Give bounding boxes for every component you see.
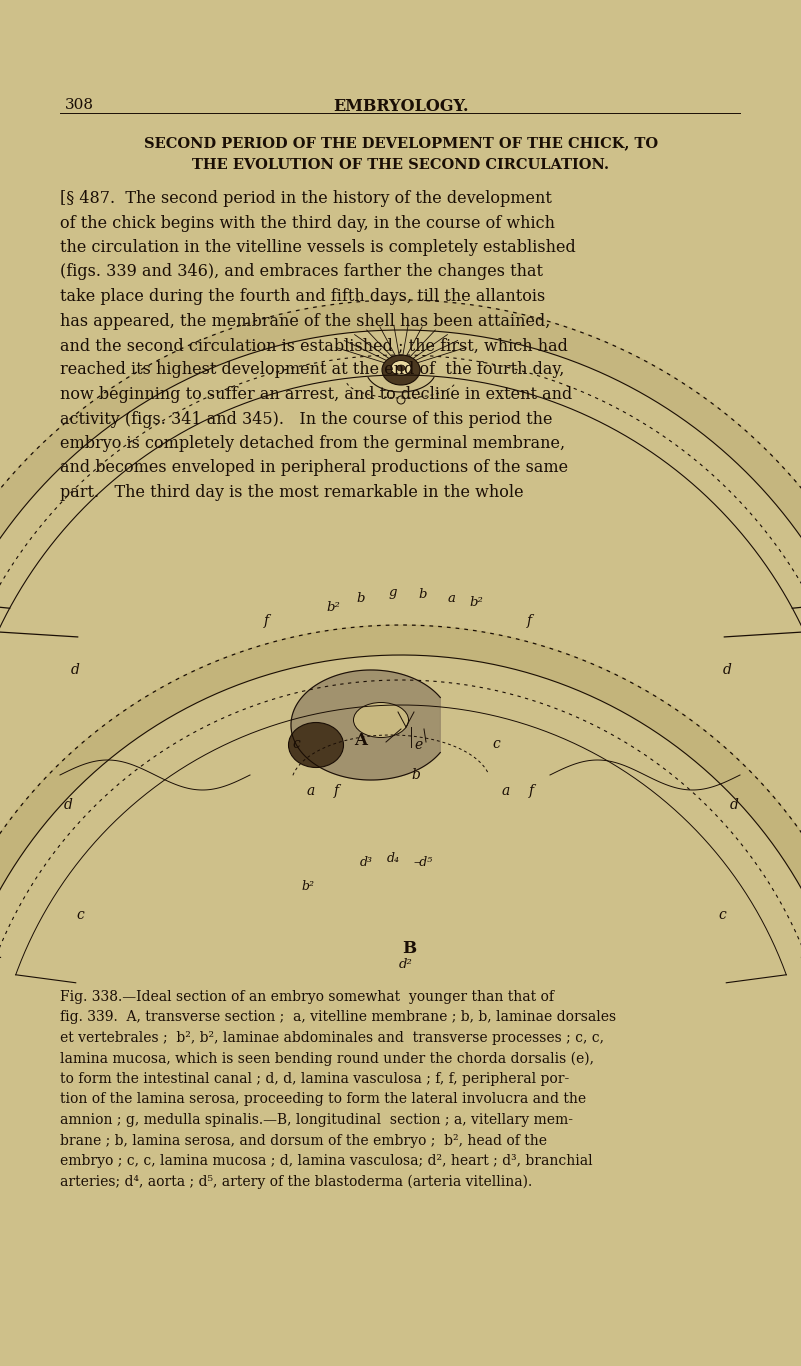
Text: tion of the lamina serosa, proceeding to form the lateral involucra and the: tion of the lamina serosa, proceeding to… <box>60 1093 586 1106</box>
Text: embryo is completely detached from the germinal membrane,: embryo is completely detached from the g… <box>60 434 566 452</box>
Text: f: f <box>333 784 339 798</box>
Text: the circulation in the vitelline vessels is completely established: the circulation in the vitelline vessels… <box>60 239 576 255</box>
Text: EMBRYOLOGY.: EMBRYOLOGY. <box>333 98 469 115</box>
Text: d: d <box>63 798 72 811</box>
Text: a: a <box>502 784 510 798</box>
Text: e: e <box>415 738 423 753</box>
Ellipse shape <box>353 702 409 738</box>
Ellipse shape <box>391 361 411 376</box>
Text: d₄: d₄ <box>387 852 400 865</box>
Text: lamina mucosa, which is seen bending round under the chorda dorsalis (e),: lamina mucosa, which is seen bending rou… <box>60 1052 594 1065</box>
Text: d²: d² <box>399 958 413 971</box>
Text: brane ; b, lamina serosa, and dorsum of the embryo ;  b², head of the: brane ; b, lamina serosa, and dorsum of … <box>60 1134 547 1147</box>
Polygon shape <box>291 669 441 780</box>
Text: g: g <box>388 586 397 600</box>
Text: b: b <box>356 591 365 605</box>
Text: a: a <box>307 784 315 798</box>
Ellipse shape <box>288 723 344 768</box>
Text: fig. 339.  A, transverse section ;  a, vitelline membrane ; b, b, laminae dorsal: fig. 339. A, transverse section ; a, vit… <box>60 1011 616 1024</box>
Text: amnion ; g, medulla spinalis.—B, longitudinal  section ; a, vitellary mem-: amnion ; g, medulla spinalis.—B, longitu… <box>60 1113 573 1127</box>
Text: embryo ; c, c, lamina mucosa ; d, lamina vasculosa; d², heart ; d³, branchial: embryo ; c, c, lamina mucosa ; d, lamina… <box>60 1154 593 1168</box>
Text: A: A <box>355 732 368 749</box>
Text: Fig. 338.—Ideal section of an embryo somewhat  younger than that of: Fig. 338.—Ideal section of an embryo som… <box>60 990 554 1004</box>
Text: b: b <box>419 587 427 601</box>
Text: d: d <box>730 798 739 811</box>
Text: b: b <box>412 768 421 781</box>
Text: and the second circulation is established ; the first, which had: and the second circulation is establishe… <box>60 337 568 354</box>
Text: b²: b² <box>326 601 340 613</box>
Text: 308: 308 <box>65 98 94 112</box>
Text: activity (figs. 341 and 345).   In the course of this period the: activity (figs. 341 and 345). In the cou… <box>60 411 553 428</box>
Text: (figs. 339 and 346), and embraces farther the changes that: (figs. 339 and 346), and embraces farthe… <box>60 264 543 280</box>
Text: has appeared, the membrane of the shell has been attained,: has appeared, the membrane of the shell … <box>60 313 550 329</box>
Text: THE EVOLUTION OF THE SECOND CIRCULATION.: THE EVOLUTION OF THE SECOND CIRCULATION. <box>192 158 610 172</box>
Text: c: c <box>718 908 726 922</box>
Text: b²: b² <box>301 880 315 893</box>
Text: reached its highest development at the end of  the fourth day,: reached its highest development at the e… <box>60 362 565 378</box>
Text: take place during the fourth and fifth days, till the allantois: take place during the fourth and fifth d… <box>60 288 545 305</box>
Text: f: f <box>264 613 268 628</box>
Text: –d⁵: –d⁵ <box>413 856 433 869</box>
Text: arteries; d⁴, aorta ; d⁵, artery of the blastoderma (arteria vitellina).: arteries; d⁴, aorta ; d⁵, artery of the … <box>60 1175 532 1188</box>
Text: now beginning to suffer an arrest, and to decline in extent and: now beginning to suffer an arrest, and t… <box>60 387 572 403</box>
Text: d: d <box>723 663 731 678</box>
Text: f: f <box>529 784 533 798</box>
Text: to form the intestinal canal ; d, d, lamina vasculosa ; f, f, peripheral por-: to form the intestinal canal ; d, d, lam… <box>60 1072 570 1086</box>
Text: b²: b² <box>469 596 483 609</box>
Text: f: f <box>526 613 532 628</box>
Ellipse shape <box>382 355 420 385</box>
Text: et vertebrales ;  b², b², laminae abdominales and  transverse processes ; c, c,: et vertebrales ; b², b², laminae abdomin… <box>60 1031 604 1045</box>
Text: part.   The third day is the most remarkable in the whole: part. The third day is the most remarkab… <box>60 484 524 501</box>
Ellipse shape <box>397 365 405 372</box>
Text: SECOND PERIOD OF THE DEVELOPMENT OF THE CHICK, TO: SECOND PERIOD OF THE DEVELOPMENT OF THE … <box>144 137 658 150</box>
Polygon shape <box>0 626 801 958</box>
Text: of the chick begins with the third day, in the course of which: of the chick begins with the third day, … <box>60 214 555 231</box>
Text: d³: d³ <box>360 856 372 869</box>
Text: c: c <box>492 738 500 751</box>
Text: [§ 487.  The second period in the history of the development: [§ 487. The second period in the history… <box>60 190 552 208</box>
Text: B: B <box>402 940 416 958</box>
Text: c: c <box>292 738 300 751</box>
Text: c: c <box>76 908 84 922</box>
Text: d: d <box>70 663 79 678</box>
Polygon shape <box>0 301 801 613</box>
Text: a: a <box>447 591 455 605</box>
Text: and becomes enveloped in peripheral productions of the same: and becomes enveloped in peripheral prod… <box>60 459 568 477</box>
